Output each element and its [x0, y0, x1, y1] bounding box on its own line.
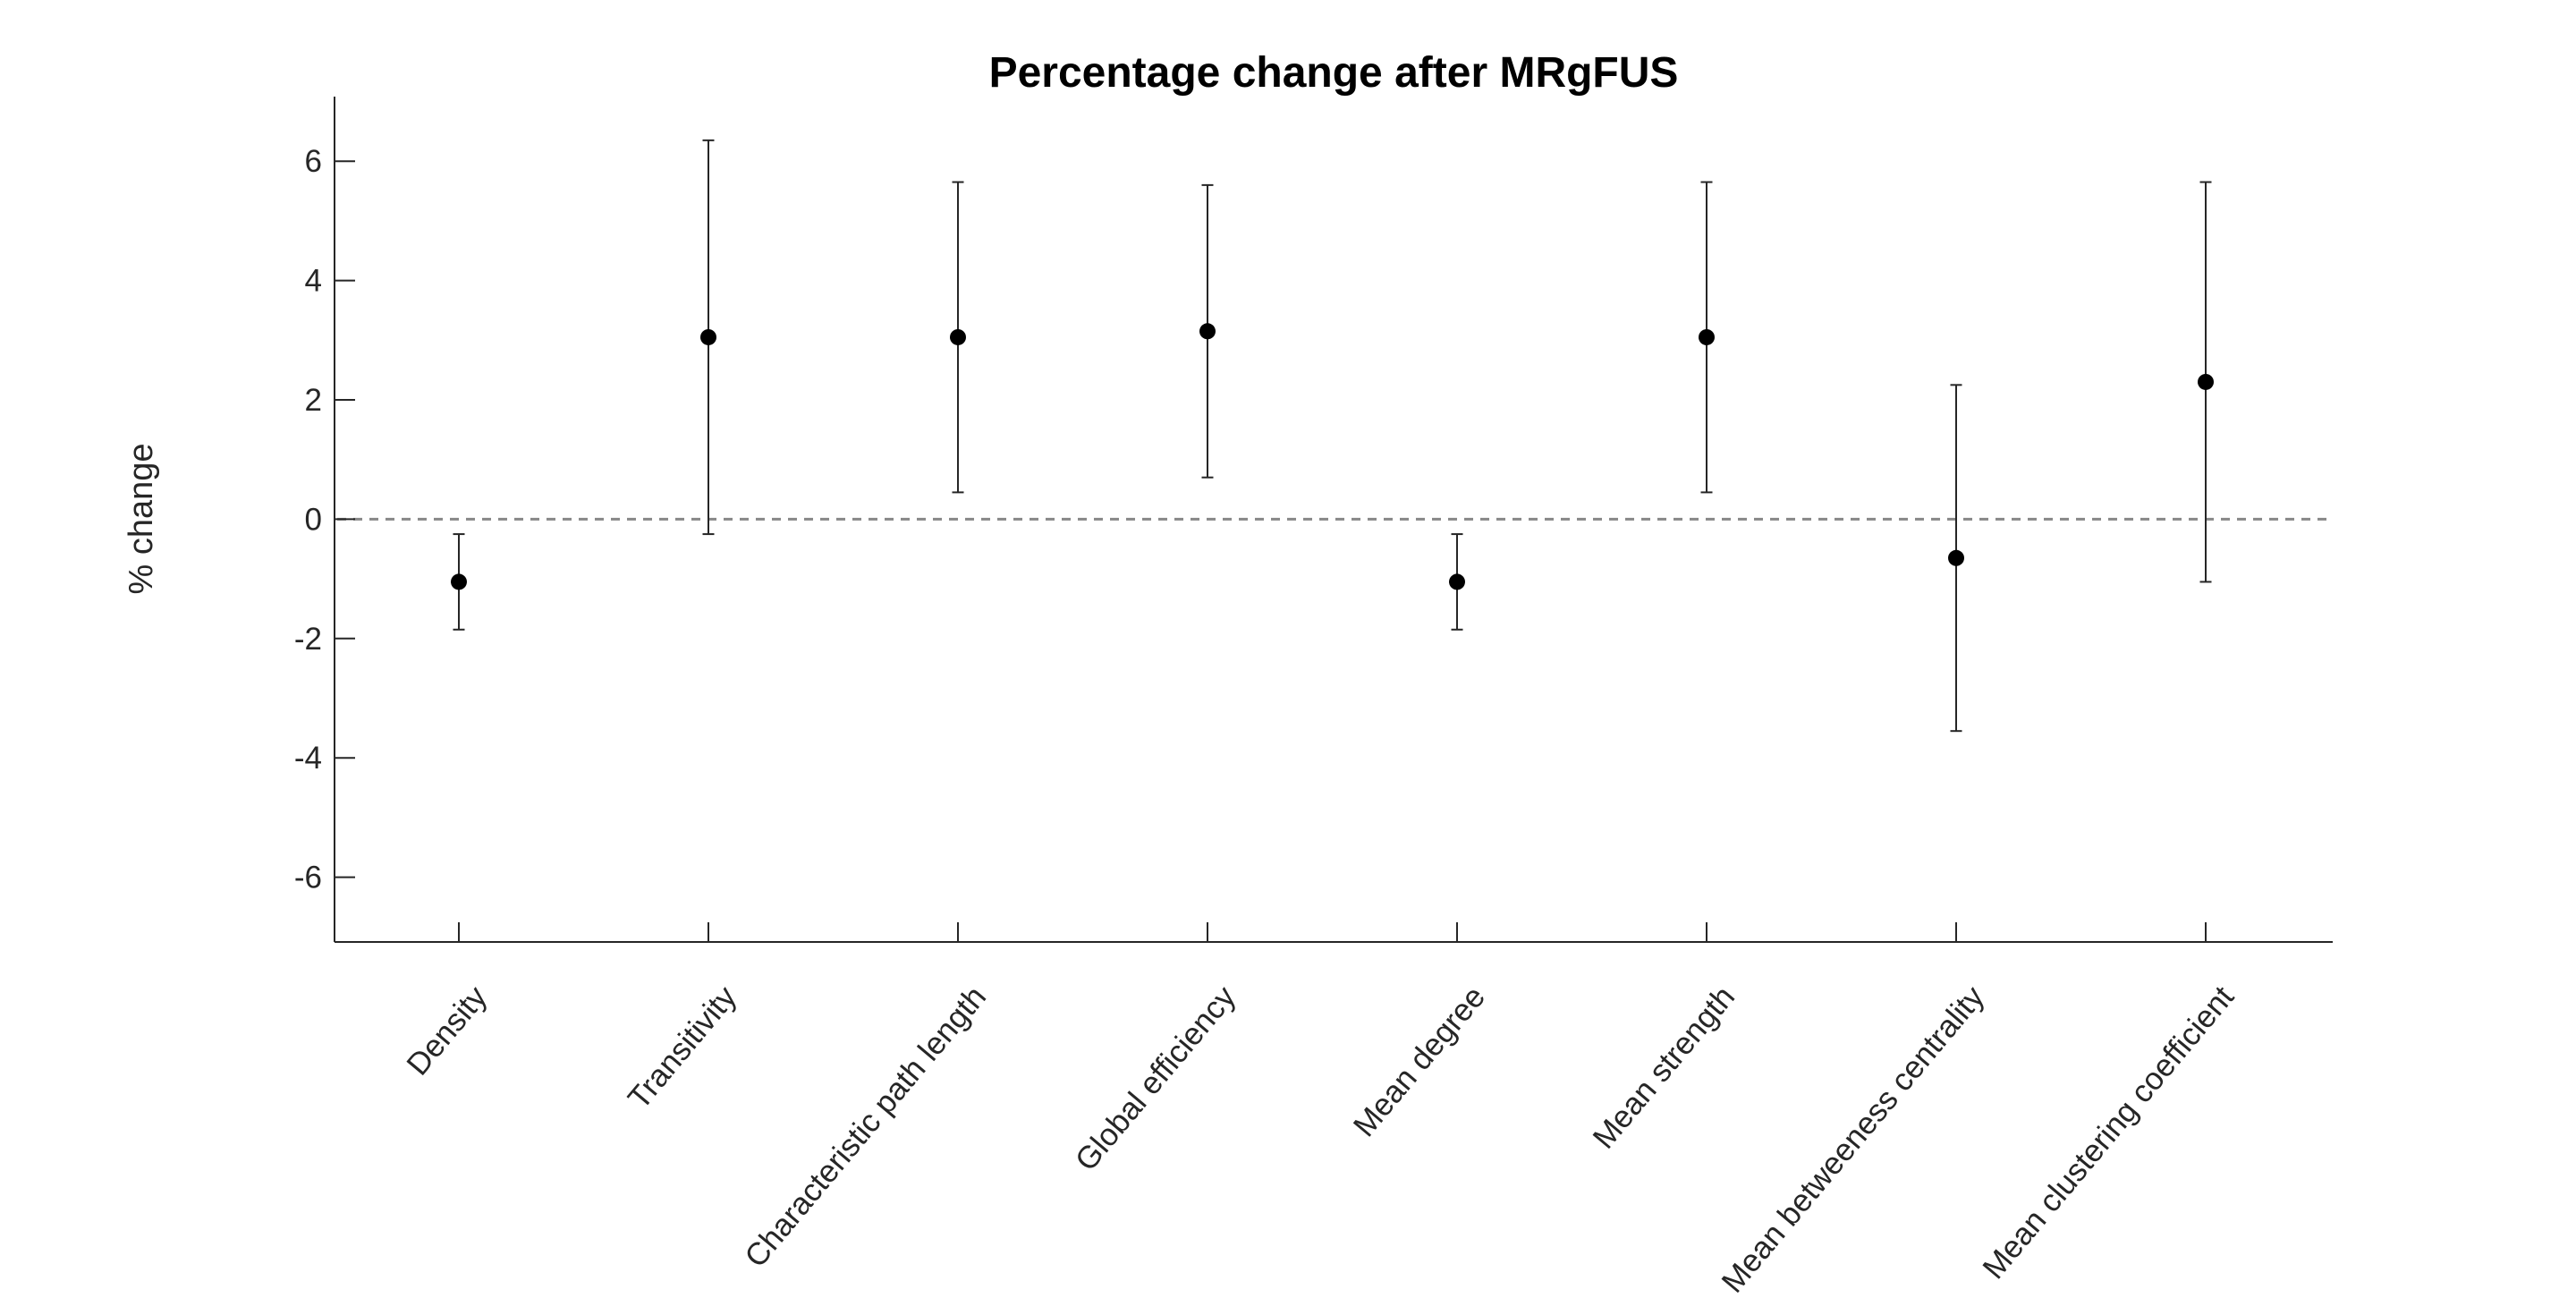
y-tick-labels: 6 4 2 0 -2 -4 -6	[294, 144, 322, 895]
y-axis-label: % change	[123, 443, 160, 594]
x-tick-label: Mean betweeness centrality	[1715, 980, 1991, 1298]
y-tick-label: -2	[294, 622, 322, 657]
y-tick-label: 4	[305, 264, 322, 299]
data-point	[1449, 573, 1465, 590]
x-tick-label: Mean strength	[1586, 980, 1741, 1155]
chart-title: Percentage change after MRgFUS	[989, 49, 1679, 97]
y-tick-label: 2	[305, 383, 322, 418]
y-tick-label: 0	[305, 502, 322, 537]
x-tick-label: Characteristic path length	[738, 980, 993, 1274]
data-point	[950, 328, 966, 345]
data-point	[1948, 549, 1964, 566]
series-errorbars	[451, 139, 2214, 733]
axes	[334, 97, 2333, 943]
x-tick-label: Global efficiency	[1069, 980, 1243, 1178]
y-tick-label: -6	[294, 861, 322, 895]
x-tick-label: Transitivity	[622, 980, 744, 1116]
x-tick-label: Mean clustering coefficient	[1976, 980, 2241, 1285]
data-point	[451, 573, 467, 590]
data-point	[700, 328, 716, 345]
data-point	[1199, 323, 1216, 340]
data-point	[2198, 373, 2214, 390]
x-tick-label: Density	[400, 980, 494, 1082]
x-tick-label: Mean degree	[1347, 980, 1492, 1143]
data-point	[1699, 328, 1715, 345]
y-tick-label: -4	[294, 741, 322, 776]
y-tick-label: 6	[305, 144, 322, 179]
